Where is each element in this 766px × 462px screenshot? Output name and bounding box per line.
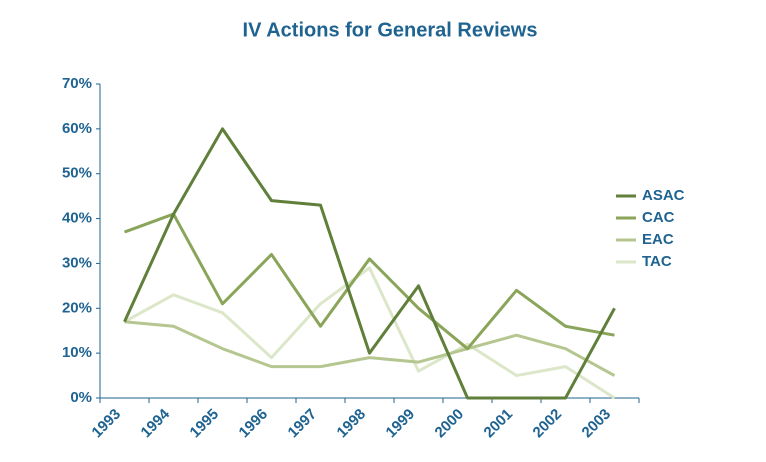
y-tick-label: 20% <box>62 299 92 316</box>
x-tick-label: 1996 <box>236 406 272 442</box>
x-tick-label: 1998 <box>334 406 370 442</box>
legend-label: CAC <box>642 209 675 226</box>
series-line <box>124 320 616 377</box>
y-tick-label: 30% <box>62 254 92 271</box>
x-tick-label: 1993 <box>89 406 125 442</box>
series-line <box>123 266 616 400</box>
x-tick-label: 2001 <box>481 406 517 442</box>
x-tick-label: 1994 <box>138 405 174 441</box>
x-tick-label: 1995 <box>187 406 223 442</box>
y-tick-label: 50% <box>62 165 92 182</box>
legend-label: EAC <box>642 231 674 248</box>
x-tick-label: 2000 <box>432 406 468 442</box>
y-tick-label: 0% <box>70 389 92 406</box>
y-tick-label: 70% <box>62 75 92 92</box>
x-tick-label: 1999 <box>383 406 419 442</box>
legend-label: ASAC <box>642 187 685 204</box>
x-tick-label: 1997 <box>285 406 321 442</box>
chart-title: IV Actions for General Reviews <box>243 19 538 41</box>
series-line <box>123 127 616 400</box>
x-tick-label: 2002 <box>530 406 566 442</box>
y-tick-label: 40% <box>62 210 92 227</box>
series-line <box>123 212 615 351</box>
y-tick-label: 60% <box>62 120 92 137</box>
y-tick-label: 10% <box>62 344 92 361</box>
x-tick-label: 2003 <box>579 406 615 442</box>
legend-label: TAC <box>642 253 672 270</box>
